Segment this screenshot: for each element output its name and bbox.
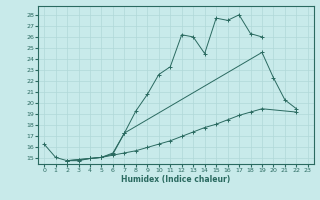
X-axis label: Humidex (Indice chaleur): Humidex (Indice chaleur) [121, 175, 231, 184]
